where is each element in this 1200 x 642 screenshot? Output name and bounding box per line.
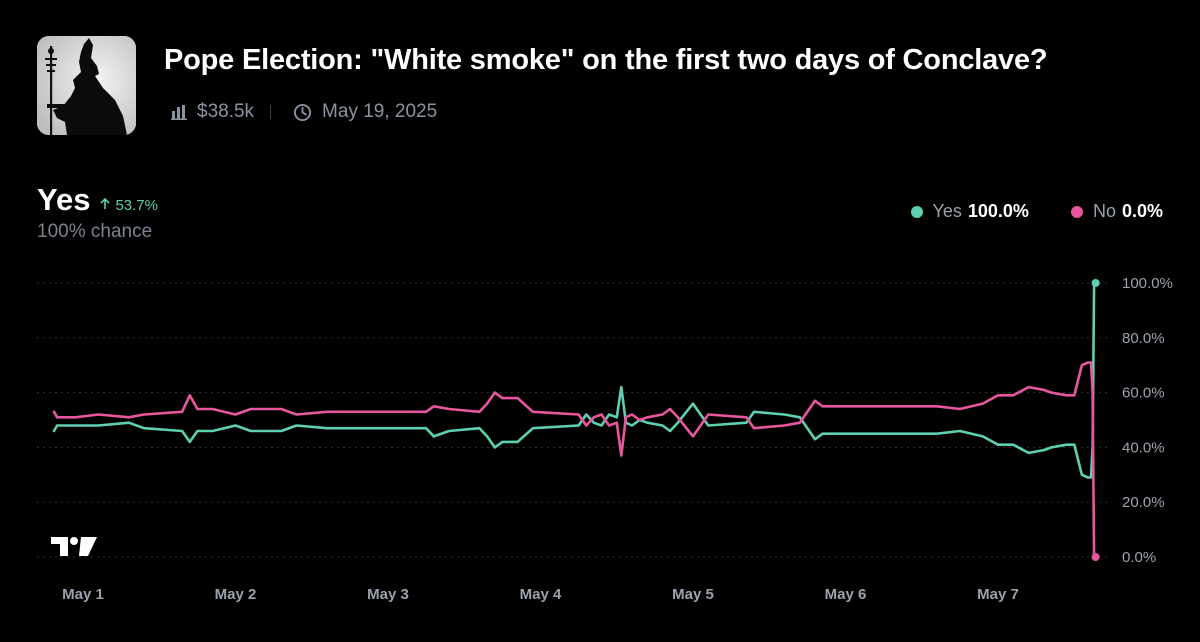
- outcome-header: Yes 53.7%: [37, 182, 158, 218]
- tradingview-logo-icon: [50, 535, 98, 562]
- x-axis-ticks: May 1 May 2 May 3 May 4 May 5 May 6 May 7: [62, 586, 1019, 603]
- end-date: May 19, 2025: [322, 101, 438, 122]
- chart-series: [52, 281, 1097, 559]
- pope-silhouette-image: [37, 36, 136, 135]
- arrow-up-icon: [100, 198, 111, 209]
- outcome-chance: 100% chance: [37, 221, 153, 242]
- y-tick-label: 80.0%: [1122, 330, 1165, 347]
- legend-dot-no: [1070, 205, 1083, 218]
- market-title: Pope Election: "White smoke" on the firs…: [164, 44, 1048, 76]
- series-line-no[interactable]: [52, 361, 1097, 559]
- volume-value: $38.5k: [197, 101, 255, 122]
- series-endpoints: [1091, 279, 1100, 561]
- series-endpoint-yes: [1091, 279, 1100, 287]
- x-tick-label: May 2: [215, 586, 257, 603]
- outcome-name: Yes: [37, 182, 91, 217]
- chart-legend: Yes 100.0% No 0.0%: [869, 201, 1163, 222]
- series-line-yes[interactable]: [52, 281, 1097, 479]
- legend-value-no: 0.0%: [1121, 201, 1163, 221]
- x-tick-label: May 4: [520, 586, 562, 603]
- legend-dot-yes: [910, 205, 923, 218]
- meta-separator: [270, 105, 272, 119]
- y-tick-label: 40.0%: [1122, 439, 1165, 456]
- x-tick-label: May 3: [367, 586, 409, 603]
- market-thumbnail: [37, 36, 136, 135]
- legend-name-yes: Yes: [932, 201, 962, 221]
- y-tick-label: 60.0%: [1122, 385, 1165, 402]
- x-tick-label: May 1: [62, 586, 104, 603]
- outcome-change-value: 53.7%: [115, 197, 158, 214]
- chart-grid: [37, 282, 1108, 558]
- outcome-change: 53.7%: [100, 197, 158, 214]
- legend-name-no: No: [1092, 201, 1116, 221]
- series-endpoint-no: [1091, 553, 1100, 561]
- market-meta: $38.5k May 19, 2025: [171, 100, 437, 124]
- legend-item-yes[interactable]: Yes 100.0%: [910, 201, 1029, 222]
- x-tick-label: May 5: [672, 586, 714, 603]
- x-tick-label: May 7: [977, 586, 1019, 603]
- y-tick-label: 100.0%: [1122, 275, 1173, 292]
- clock-icon: [293, 103, 312, 122]
- legend-value-yes: 100.0%: [967, 201, 1029, 221]
- y-tick-label: 20.0%: [1122, 494, 1165, 511]
- volume-bars-icon: [171, 104, 187, 120]
- x-tick-label: May 6: [825, 586, 867, 603]
- y-axis-ticks: 0.0% 20.0% 40.0% 60.0% 80.0% 100.0%: [1122, 275, 1173, 566]
- y-tick-label: 0.0%: [1122, 549, 1156, 566]
- legend-item-no[interactable]: No 0.0%: [1070, 201, 1163, 222]
